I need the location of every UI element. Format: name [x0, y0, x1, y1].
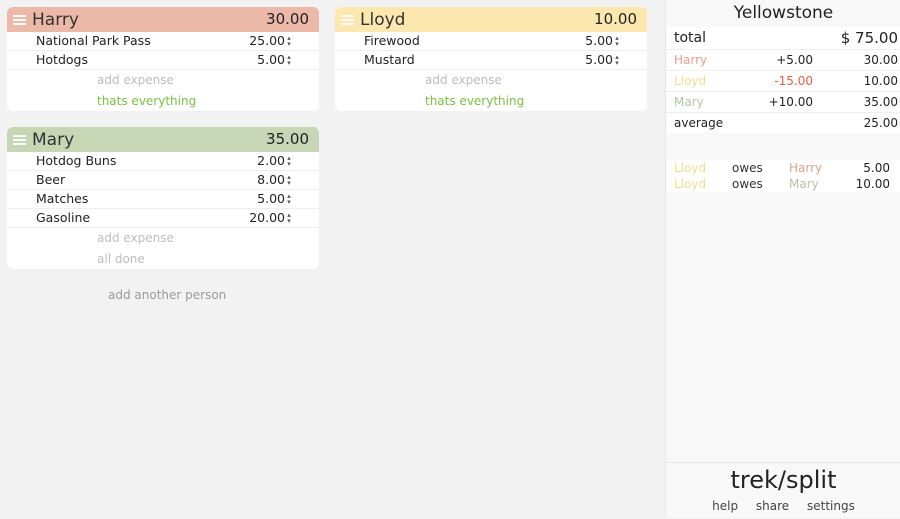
expense-description[interactable]: National Park Pass — [36, 33, 151, 48]
debtor-name: Lloyd — [674, 177, 707, 191]
expense-amount[interactable]: 8.00 — [257, 172, 285, 187]
person-name[interactable]: Harry — [32, 9, 79, 30]
summary-table: total $ 75.00 Harry +5.00 30.00 Lloyd -1… — [666, 27, 900, 133]
add-expense-link[interactable]: add expense — [97, 73, 174, 87]
expense-row: Gasoline 20.00 ▴ ▾ — [7, 209, 319, 228]
trip-title[interactable]: Yellowstone — [733, 3, 834, 23]
balance-row: Harry +5.00 30.00 — [666, 50, 900, 71]
expense-amount[interactable]: 5.00 — [257, 191, 285, 206]
drag-handle-icon[interactable] — [13, 134, 26, 145]
add-expense-link[interactable]: add expense — [425, 73, 502, 87]
person-header-harry: Harry 30.00 — [7, 7, 319, 32]
settlement-amount: 10.00 — [855, 177, 890, 191]
stepper-icon[interactable]: ▴ ▾ — [287, 192, 291, 206]
summary-sidebar: Yellowstone total $ 75.00 Harry +5.00 30… — [665, 0, 900, 518]
expense-description[interactable]: Firewood — [364, 33, 420, 48]
expense-description[interactable]: Gasoline — [36, 210, 91, 225]
footer-links: help share settings — [666, 499, 900, 513]
stepper-icon[interactable]: ▴ ▾ — [287, 173, 291, 187]
balance-name: Mary — [674, 95, 704, 109]
expense-amount[interactable]: 5.00 — [585, 52, 613, 67]
expense-amount[interactable]: 5.00 — [257, 52, 285, 67]
help-link[interactable]: help — [712, 499, 739, 513]
debtor-name: Lloyd — [674, 161, 707, 175]
balance-name: Lloyd — [674, 74, 707, 88]
person-card-mary: Mary 35.00 Hotdog Buns 2.00 ▴ ▾ Beer 8.00… — [7, 127, 319, 269]
owes-label: owes — [732, 161, 763, 175]
stepper-icon[interactable]: ▴ ▾ — [287, 154, 291, 168]
person-total: 10.00 — [594, 10, 637, 28]
person-header-lloyd: Lloyd 10.00 — [335, 7, 647, 32]
expense-row: Hotdog Buns 2.00 ▴ ▾ — [7, 152, 319, 171]
total-label: total — [674, 30, 707, 46]
stepper-icon[interactable]: ▴ ▾ — [287, 34, 291, 48]
person-total: 30.00 — [266, 10, 309, 28]
stepper-icon[interactable]: ▴ ▾ — [287, 53, 291, 67]
balance-name: Harry — [674, 53, 708, 67]
expense-amount[interactable]: 25.00 — [249, 33, 285, 48]
done-link[interactable]: thats everything — [97, 94, 197, 108]
person-card-harry: Harry 30.00 National Park Pass 25.00 ▴ ▾ … — [7, 7, 319, 111]
balance-row: Lloyd -15.00 10.00 — [666, 71, 900, 92]
average-value: 25.00 — [863, 116, 898, 130]
sidebar-footer: trek/split help share settings — [666, 462, 900, 519]
expense-description[interactable]: Beer — [36, 172, 66, 187]
balance-spent: 30.00 — [863, 53, 898, 67]
average-label: average — [674, 116, 724, 130]
owes-label: owes — [732, 177, 763, 191]
stepper-icon[interactable]: ▴ ▾ — [615, 53, 619, 67]
settlement-list: Lloyd owes Harry 5.00 Lloyd owes Mary 10… — [666, 160, 900, 192]
stepper-icon[interactable]: ▴ ▾ — [615, 34, 619, 48]
person-name[interactable]: Lloyd — [360, 9, 406, 30]
person-name[interactable]: Mary — [32, 129, 75, 150]
expense-amount[interactable]: 20.00 — [249, 210, 285, 225]
add-expense-link[interactable]: add expense — [97, 231, 174, 245]
expense-row: Mustard 5.00 ▴ ▾ — [335, 51, 647, 70]
done-link[interactable]: thats everything — [425, 94, 525, 108]
drag-handle-icon[interactable] — [13, 14, 26, 25]
add-person-link[interactable]: add another person — [108, 288, 227, 302]
expense-row: National Park Pass 25.00 ▴ ▾ — [7, 32, 319, 51]
person-header-mary: Mary 35.00 — [7, 127, 319, 152]
settings-link[interactable]: settings — [807, 499, 855, 513]
average-row: average 25.00 — [666, 113, 900, 133]
expense-description[interactable]: Mustard — [364, 52, 415, 67]
expense-amount[interactable]: 5.00 — [585, 33, 613, 48]
creditor-name: Harry — [789, 161, 823, 175]
expense-row: Hotdogs 5.00 ▴ ▾ — [7, 51, 319, 70]
drag-handle-icon[interactable] — [341, 14, 354, 25]
brand-logo: trek/split — [730, 466, 837, 494]
balance-spent: 10.00 — [863, 74, 898, 88]
balance-diff: +5.00 — [776, 53, 813, 67]
balance-diff: +10.00 — [768, 95, 813, 109]
expense-row: Matches 5.00 ▴ ▾ — [7, 190, 319, 209]
expense-row: Beer 8.00 ▴ ▾ — [7, 171, 319, 190]
balance-spent: 35.00 — [863, 95, 898, 109]
settlement-row: Lloyd owes Mary 10.00 — [666, 176, 900, 192]
person-card-lloyd: Lloyd 10.00 Firewood 5.00 ▴ ▾ Mustard 5.0… — [335, 7, 647, 111]
expense-description[interactable]: Matches — [36, 191, 89, 206]
expense-row: Firewood 5.00 ▴ ▾ — [335, 32, 647, 51]
expense-description[interactable]: Hotdogs — [36, 52, 88, 67]
share-link[interactable]: share — [755, 499, 790, 513]
total-row: total $ 75.00 — [666, 27, 900, 50]
settlement-amount: 5.00 — [863, 161, 890, 175]
expense-description[interactable]: Hotdog Buns — [36, 153, 117, 168]
expense-amount[interactable]: 2.00 — [257, 153, 285, 168]
total-value: $ 75.00 — [840, 29, 898, 47]
balance-diff: -15.00 — [774, 74, 813, 88]
person-total: 35.00 — [266, 130, 309, 148]
creditor-name: Mary — [789, 177, 819, 191]
done-link[interactable]: all done — [97, 252, 145, 266]
balance-row: Mary +10.00 35.00 — [666, 92, 900, 113]
stepper-icon[interactable]: ▴ ▾ — [287, 211, 291, 225]
settlement-row: Lloyd owes Harry 5.00 — [666, 160, 900, 176]
